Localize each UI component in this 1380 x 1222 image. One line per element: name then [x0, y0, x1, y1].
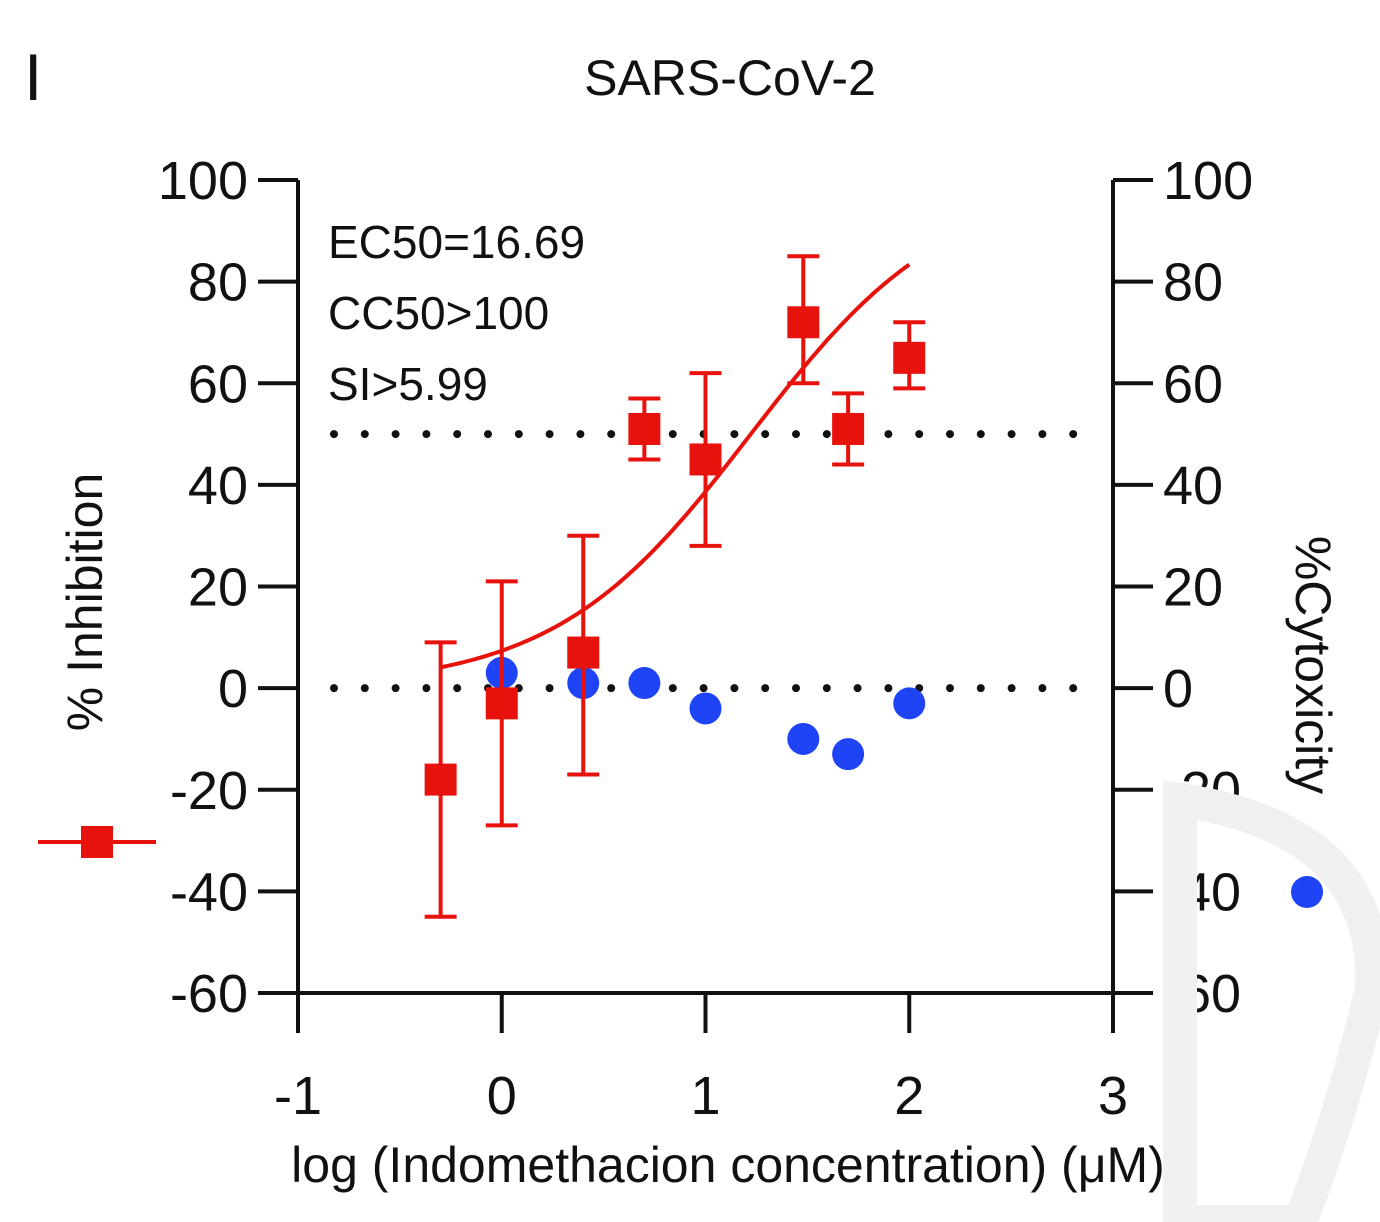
x-tick-label: 1 — [690, 1066, 720, 1126]
cytotoxicity-series — [485, 656, 926, 771]
cytotoxicity-point — [832, 738, 865, 771]
inhibition-point — [787, 306, 820, 339]
x-tick-label: -1 — [274, 1066, 322, 1126]
inhibition-point — [893, 341, 926, 374]
reference-lines — [330, 430, 1095, 693]
x-tick-label: 3 — [1098, 1066, 1128, 1126]
cytotoxicity-point — [893, 687, 926, 720]
y-tick-label-left: -20 — [170, 761, 248, 821]
y-tick-label-left: 20 — [188, 558, 248, 618]
inhibition-point — [485, 687, 518, 720]
cytotoxicity-point — [628, 667, 661, 700]
x-tick-label: 2 — [894, 1066, 924, 1126]
annotation-si: SI>5.99 — [328, 358, 488, 410]
y-tick-label-left: 80 — [188, 253, 248, 313]
y-tick-label-left: -40 — [170, 862, 248, 922]
legend-cytotoxicity-marker — [1291, 876, 1323, 908]
y-tick-label-right: 20 — [1163, 558, 1223, 618]
y-tick-label-right: 80 — [1163, 253, 1223, 313]
y-tick-label-left: 60 — [188, 354, 248, 414]
y-tick-label-right: 0 — [1163, 659, 1193, 719]
y-tick-label-right: 100 — [1163, 151, 1253, 211]
legend — [38, 826, 1323, 908]
legend-inhibition-marker — [81, 826, 113, 858]
annotations: EC50=16.69 CC50>100 SI>5.99 — [328, 216, 585, 410]
y-tick-label-left: 0 — [218, 659, 248, 719]
inhibition-series — [424, 254, 926, 919]
inhibition-point — [689, 443, 722, 476]
y-tick-label-right: 60 — [1163, 354, 1223, 414]
inhibition-point — [424, 763, 457, 796]
y-tick-label-left: -60 — [170, 964, 248, 1024]
y-axis-title-right: %Cytoxicity — [1285, 536, 1341, 794]
x-axis-title: log (Indomethacion concentration) (μM) — [291, 1137, 1165, 1193]
inhibition-point — [567, 636, 600, 669]
panel-label: I — [24, 40, 42, 114]
watermark-arc — [1163, 780, 1380, 1222]
chart-title: SARS-CoV-2 — [584, 50, 876, 106]
y-axis-title-left: % Inhibition — [57, 473, 113, 732]
cytotoxicity-point — [787, 722, 820, 755]
y-tick-label-right: 40 — [1163, 456, 1223, 516]
inhibition-point — [628, 412, 661, 445]
y-tick-label-left: 40 — [188, 456, 248, 516]
annotation-ec50: EC50=16.69 — [328, 216, 585, 268]
inhibition-point — [832, 412, 865, 445]
annotation-cc50: CC50>100 — [328, 287, 549, 339]
fit-curve — [440, 262, 911, 670]
y-tick-label-left: 100 — [158, 151, 248, 211]
cytotoxicity-point — [689, 692, 722, 725]
x-tick-label: 0 — [487, 1066, 517, 1126]
